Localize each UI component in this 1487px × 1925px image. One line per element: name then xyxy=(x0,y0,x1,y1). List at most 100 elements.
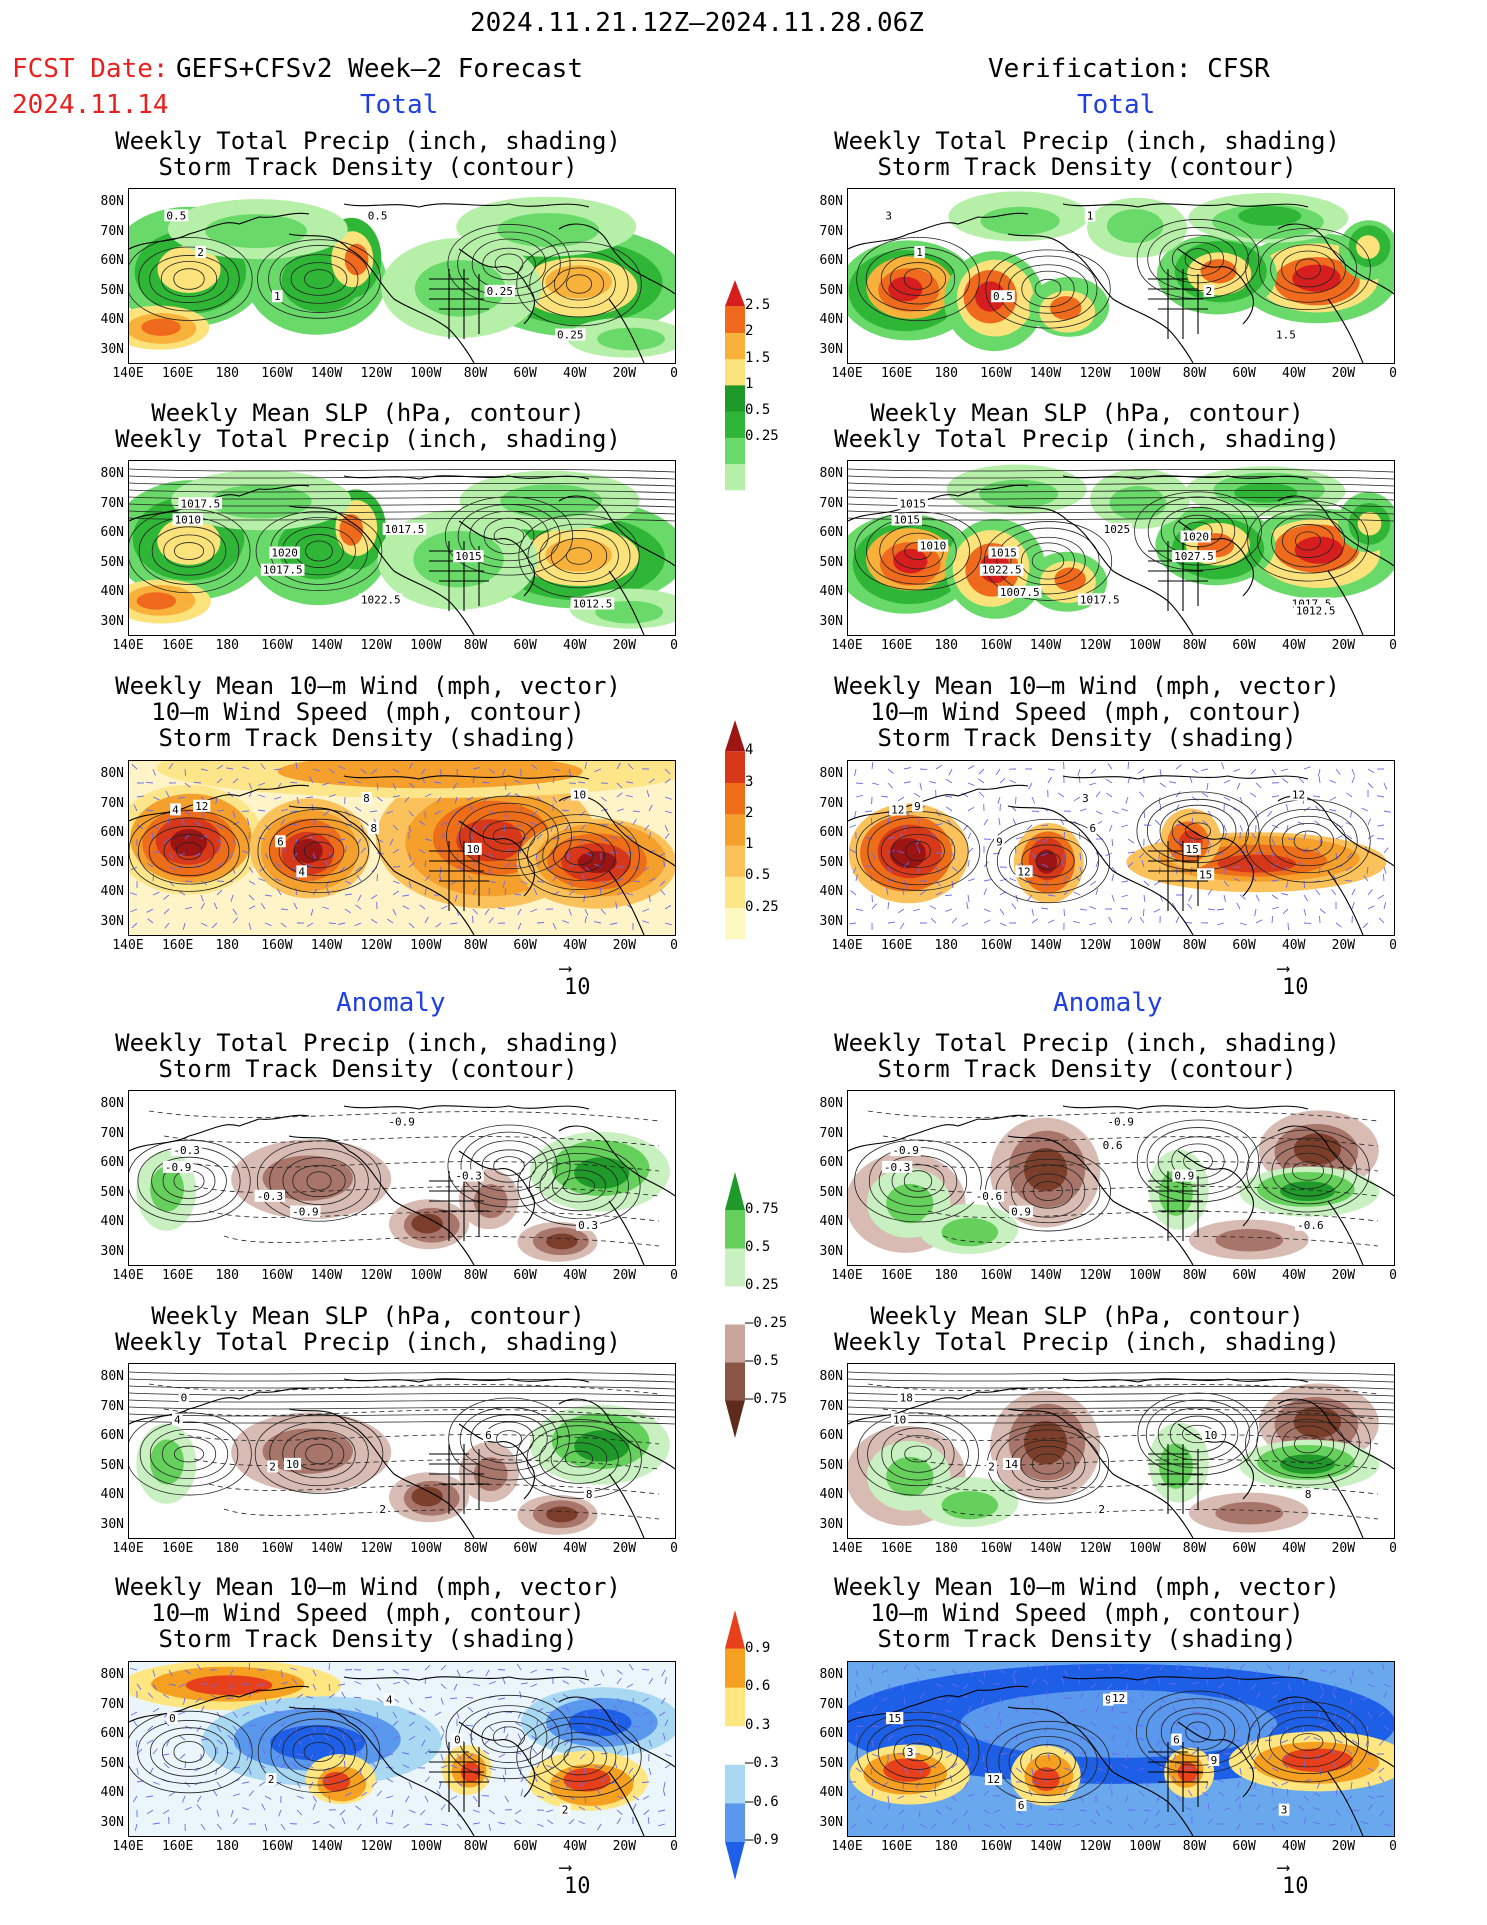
title-line: Weekly Mean SLP (hPa, contour) xyxy=(151,399,585,427)
contour-label: 10 xyxy=(891,1413,909,1426)
lon-tick-label: 60W xyxy=(1232,1541,1256,1556)
map-verification-precip-field: 3 0.5 1 2 1.5 1 xyxy=(848,189,1394,363)
lon-tick-label: 180 xyxy=(934,938,958,953)
shading-region xyxy=(1049,296,1082,320)
shading-region xyxy=(1023,1147,1068,1192)
svg-text:1012.5: 1012.5 xyxy=(573,597,613,610)
colorbar-swatch xyxy=(725,1324,745,1363)
colorbar-swatch xyxy=(725,358,745,386)
lon-tick-label: 140E xyxy=(831,1541,863,1556)
svg-text:10: 10 xyxy=(573,789,586,802)
contour-label: 2 xyxy=(1096,1503,1107,1516)
contour-lines xyxy=(856,219,1371,329)
lat-tick-label: 50N xyxy=(819,282,843,298)
svg-text:-0.9: -0.9 xyxy=(1107,1115,1134,1128)
coastline xyxy=(848,1676,1394,1836)
vector-ref-total-left: ⟶ 10 xyxy=(560,958,591,1001)
lon-tick-label: 40W xyxy=(562,1839,587,1854)
svg-text:1017.5: 1017.5 xyxy=(1080,593,1120,606)
colorbar-label: 0.9 xyxy=(745,1639,771,1656)
colorbar-swatch xyxy=(725,437,745,465)
contour-label: 0.6 xyxy=(1100,1138,1125,1152)
title-line: Weekly Mean SLP (hPa, contour) xyxy=(870,1302,1304,1330)
lon-tick-label: 80W xyxy=(1182,366,1207,381)
colorbar-swatch xyxy=(725,1362,745,1401)
period-title: 2024.11.21.12Z—2024.11.28.06Z xyxy=(470,8,924,38)
shading-region xyxy=(546,1506,578,1523)
colorbar-label: 0.25 xyxy=(745,898,779,915)
lon-tick-label: 120W xyxy=(1079,1541,1111,1556)
contour-label: 0.25 xyxy=(484,284,515,298)
colorbar-swatch xyxy=(725,1687,745,1727)
contour-label: 2 xyxy=(377,1503,388,1516)
lon-tick-label: 160W xyxy=(261,638,293,653)
contour-label: 2 xyxy=(1203,284,1215,298)
shading-region xyxy=(473,1184,508,1219)
lat-tick-label: 60N xyxy=(819,1428,843,1443)
lat-tick-label: 40N xyxy=(100,1214,124,1229)
lon-tick-label: 0 xyxy=(670,1541,678,1556)
map-forecast-precip: 0.5 1 0.5 0.25 0.25 2 xyxy=(128,188,676,364)
svg-text:12: 12 xyxy=(1112,1692,1125,1705)
shading-region xyxy=(277,761,583,789)
contour-label: -0.6 xyxy=(1295,1218,1326,1232)
section-anomaly-left: Anomaly xyxy=(336,988,446,1018)
panel-title-right-1: Weekly Mean SLP (hPa, contour) Weekly Tot… xyxy=(777,400,1397,452)
colorbar-swatch xyxy=(725,813,745,846)
lat-tick-label: 30N xyxy=(100,613,124,629)
lon-tick-label: 120W xyxy=(360,1839,392,1854)
svg-text:1017.5: 1017.5 xyxy=(263,564,303,577)
shading-region xyxy=(344,243,369,276)
lat-tick-label: 70N xyxy=(100,495,124,511)
lon-tick-label: 0 xyxy=(1389,638,1397,653)
title-line: Weekly Total Precip (inch, shading) xyxy=(834,425,1340,453)
title-line: Weekly Mean 10–m Wind (mph, vector) xyxy=(115,1573,621,1601)
contour-label: 2 xyxy=(267,1460,278,1473)
svg-text:8: 8 xyxy=(370,822,377,835)
lon-tick-label: 40W xyxy=(1281,366,1306,381)
contour-label: -0.9 xyxy=(162,1160,194,1174)
lat-tick-label: 60N xyxy=(819,825,843,840)
colorbar-swatch xyxy=(725,845,745,877)
lon-tick-label: 80W xyxy=(1182,1541,1207,1556)
contour-label: 1 xyxy=(914,245,925,259)
colorbar-label: 1 xyxy=(745,375,754,392)
svg-text:-0.9: -0.9 xyxy=(165,1161,192,1174)
lon-tick-label: 160E xyxy=(880,938,913,953)
shading-region xyxy=(411,1486,443,1507)
svg-text:-0.3: -0.3 xyxy=(455,1170,482,1183)
svg-text:3: 3 xyxy=(885,209,892,222)
lon-tick-label: 80W xyxy=(463,938,488,953)
shading-region xyxy=(414,260,506,317)
lon-tick-label: 60W xyxy=(513,1541,537,1556)
svg-text:12: 12 xyxy=(891,803,904,816)
colorbar-swatch xyxy=(725,1764,745,1804)
panel-title-left-1: Weekly Mean SLP (hPa, contour) Weekly Tot… xyxy=(58,400,678,452)
lon-tick-label: 60W xyxy=(1232,366,1256,381)
svg-text:-0.9: -0.9 xyxy=(892,1144,919,1157)
contour-label: 4 xyxy=(170,803,181,816)
colorbar-label: 1.5 xyxy=(745,349,771,366)
lon-tick-label: 40W xyxy=(1281,638,1306,653)
vector-ref-anom-right: ⟶ 10 xyxy=(1278,1857,1309,1900)
lat-tick-label: 60N xyxy=(100,825,124,840)
lon-tick-label: 80W xyxy=(1182,638,1207,653)
colorbar-label: –0.25 xyxy=(745,1315,788,1331)
lon-tick-label: 160W xyxy=(980,1541,1012,1556)
colorbar-label: 2 xyxy=(745,804,754,821)
contour-lines xyxy=(854,1119,1370,1232)
lat-tick-label: 50N xyxy=(819,1457,843,1473)
lat-tick-label: 70N xyxy=(819,495,843,511)
contour-label: 6 xyxy=(483,1428,494,1442)
lon-tick-label: 60W xyxy=(1232,638,1256,653)
lon-tick-label: 100W xyxy=(1129,1541,1161,1556)
lat-tick-label: 70N xyxy=(819,1125,843,1141)
lat-tick-label: 40N xyxy=(819,584,843,599)
svg-text:9: 9 xyxy=(996,835,1003,848)
svg-text:1: 1 xyxy=(916,246,923,259)
colorbar-swatch xyxy=(725,463,745,491)
map-forecast-precip-field: 0.5 1 0.5 0.25 0.25 2 xyxy=(129,189,675,363)
lat-tick-label: 30N xyxy=(819,341,843,357)
lon-tick-label: 140W xyxy=(1029,1541,1062,1556)
colorbar-swatch xyxy=(725,1172,745,1210)
